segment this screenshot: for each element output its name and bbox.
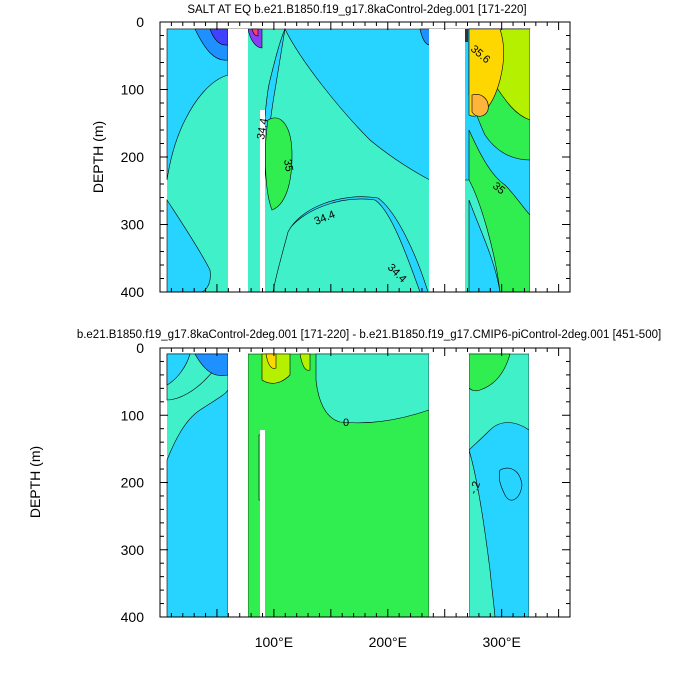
panel1-plot-area: 35.6 34.4 35 34.4 34.4 35 [166,28,560,293]
panel1-region-pink-core [251,28,259,37]
y-tick-label: 400 [121,609,145,625]
panel1-land-gap-4 [530,29,560,292]
x-tick-label: 300°E [483,634,521,650]
panel2-region-west-deep-cyan [166,353,191,386]
y-tick-label: 300 [121,542,145,558]
panel2-land-gap-3 [429,354,469,617]
panel1-region-green-blob [265,117,293,211]
y-tick-label: 200 [121,149,145,165]
panel1-region-east-orange [471,94,489,117]
y-tick-label: 300 [121,217,145,233]
y-tick-label: 100 [121,407,145,423]
x-tick-label: 100°E [255,634,293,650]
panel2-region-central-lime-2 [299,353,311,371]
panel2-region-west-cyan [166,353,229,618]
panel1-ticks: 0 100 200 300 400 [121,14,570,300]
panel2-plot-area: 0 -.2 [166,353,560,618]
y-tick-label: 200 [121,475,145,491]
panel1-region-purple-core [247,28,263,49]
panel1-y-axis-label: DEPTH (m) [90,121,106,193]
panel2-region-central-yellow [265,353,277,369]
panel2-land-gap-2 [260,430,265,617]
y-tick-label: 100 [121,82,145,98]
panel2-title: b.e21.B1850.f19_g17.8kaControl-2deg.001 … [77,329,661,341]
panel1-region-black-spot [465,29,468,42]
panel1-land-gap-3 [429,29,465,292]
panel2-region-east-inner-cyan [498,467,523,501]
y-tick-label: 400 [121,284,145,300]
panel1-region-east-green-deep [468,129,531,293]
panel2-contour-label: 0 [343,417,349,429]
panel1-title: SALT AT EQ b.e21.B1850.f19_g17.8kaContro… [187,4,526,16]
panel2-y-axis-label: DEPTH (m) [27,446,43,518]
panel2-region-east-green [468,353,511,392]
y-tick-label: 0 [136,14,144,30]
panel1-region-light-blue-west [166,28,229,181]
x-tick-label: 200°E [369,634,407,650]
panel1-land-gap-1 [228,29,248,292]
panel2-region-central-turquoise [315,353,430,424]
panel2-contour-label: -.2 [468,480,484,496]
y-tick-label: 0 [136,340,144,356]
panel1-contour-label: 35 [281,158,295,172]
panel2-land-gap-1 [228,354,248,617]
panel1-contour-label: 34.4 [255,117,271,140]
panel2-land-gap-4 [529,354,560,617]
panel2-ticks: 0 100 200 300 400 100°E 200°E 300°E [121,340,570,650]
panel1-land-gap-2 [260,110,265,292]
